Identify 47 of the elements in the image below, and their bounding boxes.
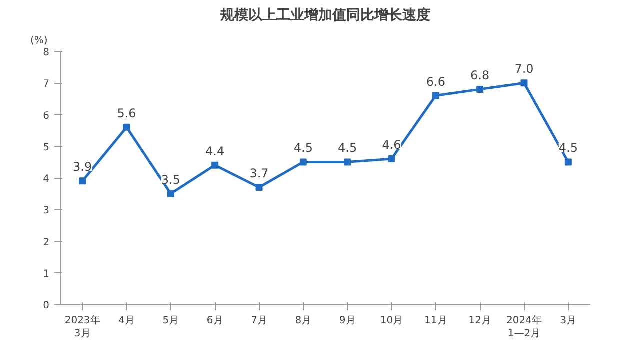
x-tick-label: 3月: [560, 316, 577, 326]
x-tick-label: 6月: [206, 316, 224, 326]
y-tick-label: 3: [43, 206, 50, 217]
x-tick-label: 10月: [380, 316, 404, 326]
data-label: 4.4: [206, 144, 225, 158]
x-tick-label: 9月: [339, 316, 356, 326]
y-tick-label: 8: [43, 48, 50, 58]
point: [432, 92, 440, 100]
data-label: 4.5: [294, 141, 313, 156]
point: [256, 184, 263, 191]
y-tick-label: 2: [43, 237, 50, 248]
data-label: 6.6: [426, 74, 446, 89]
point: [520, 80, 528, 87]
point: [476, 86, 484, 93]
x-tick-label: 11月: [424, 316, 448, 326]
point: [212, 162, 219, 169]
y-tick-label: 6: [43, 110, 50, 122]
y-tick-label: 1: [43, 268, 50, 280]
x-tick-label: 12月: [468, 316, 492, 326]
point: [123, 124, 130, 131]
x-tick-label: 5月: [162, 316, 180, 326]
chart-title: 规模以上工业增加值同比增长速度: [220, 6, 430, 24]
y-axis-title: (%): [30, 36, 48, 46]
data-label: 6.8: [470, 68, 490, 82]
data-label: 5.6: [117, 106, 136, 120]
y-tick-label: 5: [43, 142, 50, 154]
data-label: 4.5: [338, 141, 358, 156]
point: [79, 178, 86, 185]
y-tick-label: 0: [43, 300, 50, 312]
data-label: 7.0: [514, 62, 534, 76]
data-label: 3.5: [161, 172, 180, 187]
y-tick-label: 7: [43, 79, 50, 90]
data-label: 3.9: [73, 160, 92, 174]
point: [344, 158, 352, 166]
point: [300, 158, 307, 166]
x-tick-label: 2023年 3月: [64, 314, 100, 340]
data-label: 4.6: [382, 138, 402, 152]
x-tick-label: 4月: [118, 316, 135, 326]
point: [167, 190, 174, 198]
data-label: 3.7: [250, 166, 269, 180]
point: [564, 158, 572, 166]
x-tick-label: 7月: [251, 316, 268, 326]
point: [388, 156, 396, 163]
x-tick-label: 8月: [295, 316, 312, 326]
y-tick-label: 4: [43, 174, 50, 185]
x-tick-label: 2024年 1—2月: [506, 314, 542, 340]
data-label: 4.5: [558, 141, 578, 156]
